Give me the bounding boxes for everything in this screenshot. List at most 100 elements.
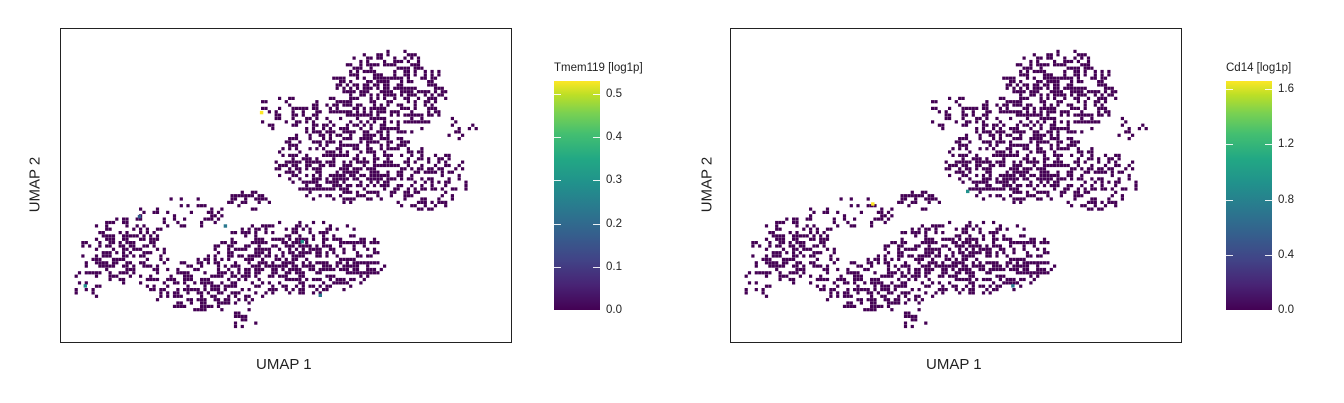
cell-point bbox=[944, 237, 948, 241]
cell-point bbox=[315, 113, 319, 117]
cell-point bbox=[846, 294, 850, 298]
cell-point bbox=[1039, 261, 1043, 265]
cell-point bbox=[342, 153, 346, 157]
cell-point bbox=[903, 284, 908, 288]
cell-point bbox=[271, 291, 275, 295]
cell-point bbox=[118, 231, 122, 235]
cell-point bbox=[410, 120, 414, 124]
cell-point bbox=[410, 116, 414, 121]
cell-point bbox=[342, 100, 346, 104]
cell-point bbox=[410, 204, 414, 208]
cell-point bbox=[342, 80, 346, 84]
cell-point bbox=[1032, 53, 1036, 57]
cell-point bbox=[781, 261, 786, 265]
cell-point bbox=[1090, 207, 1094, 211]
cell-point bbox=[1120, 123, 1124, 127]
cell-point bbox=[400, 106, 404, 110]
cell-point bbox=[200, 281, 204, 285]
cell-point bbox=[311, 284, 316, 288]
cell-point bbox=[328, 224, 332, 228]
cell-point bbox=[978, 133, 982, 137]
cell-point bbox=[1039, 133, 1043, 137]
cell-point bbox=[788, 277, 792, 282]
cell-point bbox=[220, 291, 224, 295]
cell-point bbox=[924, 271, 928, 275]
cell-point bbox=[775, 244, 779, 248]
cell-point bbox=[961, 277, 965, 282]
cell-point bbox=[1076, 190, 1080, 194]
cell-point bbox=[944, 244, 948, 248]
cell-point bbox=[927, 261, 931, 265]
cell-point bbox=[393, 110, 397, 114]
cell-point bbox=[389, 190, 393, 194]
cell-point bbox=[1029, 63, 1033, 67]
cell-point bbox=[294, 113, 299, 117]
cell-point bbox=[792, 264, 796, 268]
cell-point bbox=[189, 277, 193, 282]
cell-point bbox=[372, 163, 377, 168]
cell-point bbox=[1080, 204, 1084, 208]
cell-point bbox=[315, 167, 319, 171]
cell-point bbox=[128, 267, 132, 272]
cell-point bbox=[437, 160, 441, 164]
cell-point bbox=[917, 244, 921, 248]
cell-point bbox=[998, 173, 1002, 178]
cell-point bbox=[907, 314, 911, 318]
cell-point bbox=[870, 308, 874, 312]
cell-point bbox=[1073, 197, 1077, 201]
cell-point bbox=[1066, 113, 1070, 117]
cell-point bbox=[349, 103, 353, 107]
cell-point bbox=[149, 274, 153, 278]
cell-point bbox=[937, 110, 941, 114]
cell-point bbox=[403, 49, 407, 53]
cell-point bbox=[1049, 116, 1053, 121]
cell-point bbox=[369, 93, 373, 97]
cell-point bbox=[1076, 76, 1080, 80]
cell-point bbox=[1029, 160, 1033, 164]
cell-point bbox=[366, 120, 370, 124]
cell-point bbox=[897, 277, 901, 282]
cell-point bbox=[920, 224, 924, 228]
cell-point bbox=[1042, 73, 1047, 77]
cell-point bbox=[362, 271, 366, 275]
cell-point bbox=[1080, 80, 1084, 84]
cell-point bbox=[1015, 110, 1019, 114]
cell-point bbox=[203, 308, 207, 312]
cell-point bbox=[1090, 150, 1094, 154]
cell-point bbox=[94, 274, 99, 278]
cell-point bbox=[795, 241, 799, 245]
cell-point bbox=[968, 291, 972, 295]
cell-point bbox=[420, 66, 424, 70]
cell-point bbox=[917, 194, 921, 198]
cell-point bbox=[257, 200, 261, 204]
cell-point bbox=[1022, 264, 1026, 268]
cell-point bbox=[1053, 163, 1057, 168]
cell-point bbox=[74, 288, 78, 292]
cell-point bbox=[1009, 147, 1013, 151]
cell-point bbox=[815, 227, 819, 231]
cell-point bbox=[968, 120, 972, 124]
cell-point bbox=[318, 143, 322, 147]
cell-point bbox=[920, 207, 924, 211]
cell-point bbox=[183, 261, 187, 265]
cell-point bbox=[954, 264, 958, 268]
cell-point bbox=[362, 194, 366, 198]
cell-point bbox=[958, 160, 962, 164]
cell-point bbox=[227, 267, 231, 272]
cell-point bbox=[149, 251, 153, 255]
cell-point bbox=[920, 257, 924, 261]
cell-point bbox=[1103, 83, 1108, 87]
x-axis-label: UMAP 1 bbox=[256, 356, 312, 373]
cell-point bbox=[349, 137, 353, 141]
cell-point bbox=[461, 167, 465, 171]
cell-point bbox=[849, 301, 853, 305]
cell-point bbox=[403, 73, 407, 77]
cell-point bbox=[281, 147, 285, 151]
cell-point bbox=[406, 187, 410, 191]
colorbar-tick bbox=[1265, 254, 1272, 256]
cell-point bbox=[362, 53, 366, 57]
cell-point bbox=[420, 127, 424, 131]
cell-point bbox=[216, 304, 221, 308]
cell-point bbox=[267, 251, 271, 255]
cell-point bbox=[288, 103, 292, 107]
